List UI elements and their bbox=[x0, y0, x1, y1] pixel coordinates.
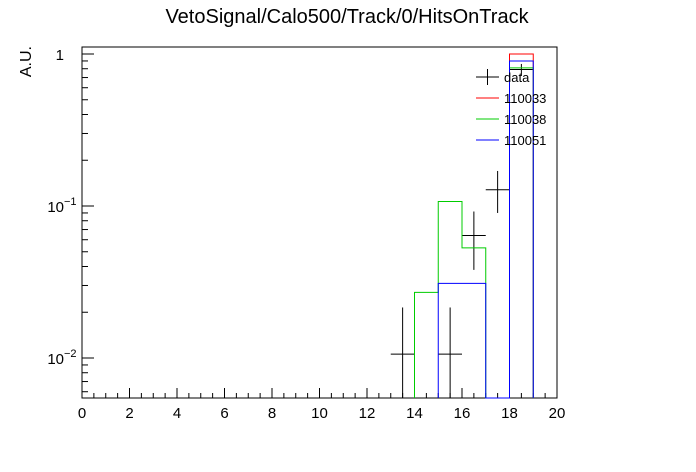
legend-entry: 110033 bbox=[476, 91, 546, 106]
x-tick-label: 14 bbox=[406, 405, 423, 422]
y-tick-label: 1 bbox=[56, 47, 64, 64]
data-point bbox=[462, 211, 486, 270]
legend-label: 110033 bbox=[504, 91, 546, 106]
legend: data 110033 110038 110051 bbox=[476, 69, 546, 148]
x-tick-label: 6 bbox=[220, 405, 228, 422]
y-tick-label: 10 bbox=[47, 351, 64, 368]
data-point bbox=[390, 307, 415, 398]
y-tick-label: 10 bbox=[47, 199, 64, 216]
x-tick-label: 2 bbox=[125, 405, 133, 422]
hist-110038 bbox=[414, 67, 534, 399]
x-tick-label: 12 bbox=[359, 405, 376, 422]
data-point bbox=[509, 63, 534, 76]
x-tick-label: 20 bbox=[549, 405, 566, 422]
series-layer bbox=[390, 53, 534, 399]
y-tick-exponent: −1 bbox=[64, 196, 77, 208]
x-tick-label: 16 bbox=[454, 405, 471, 422]
x-tick-label: 10 bbox=[311, 405, 328, 422]
y-axis-label: A.U. bbox=[18, 46, 35, 77]
data-point bbox=[438, 307, 462, 398]
legend-entry: 110038 bbox=[476, 112, 546, 127]
data-point bbox=[485, 170, 510, 213]
legend-entry: data bbox=[476, 69, 530, 85]
hist-110051 bbox=[437, 60, 534, 399]
legend-entry: 110051 bbox=[476, 133, 546, 148]
legend-label: data bbox=[504, 70, 530, 85]
y-tick-exponent: −2 bbox=[64, 348, 77, 360]
x-tick-label: 18 bbox=[501, 405, 518, 422]
legend-label: 110051 bbox=[504, 133, 546, 148]
x-tick-label: 0 bbox=[78, 405, 86, 422]
x-tick-label: 8 bbox=[268, 405, 276, 422]
legend-label: 110038 bbox=[504, 112, 546, 127]
chart-title: VetoSignal/Calo500/Track/0/HitsOnTrack bbox=[165, 6, 529, 28]
x-tick-label: 4 bbox=[173, 405, 181, 422]
